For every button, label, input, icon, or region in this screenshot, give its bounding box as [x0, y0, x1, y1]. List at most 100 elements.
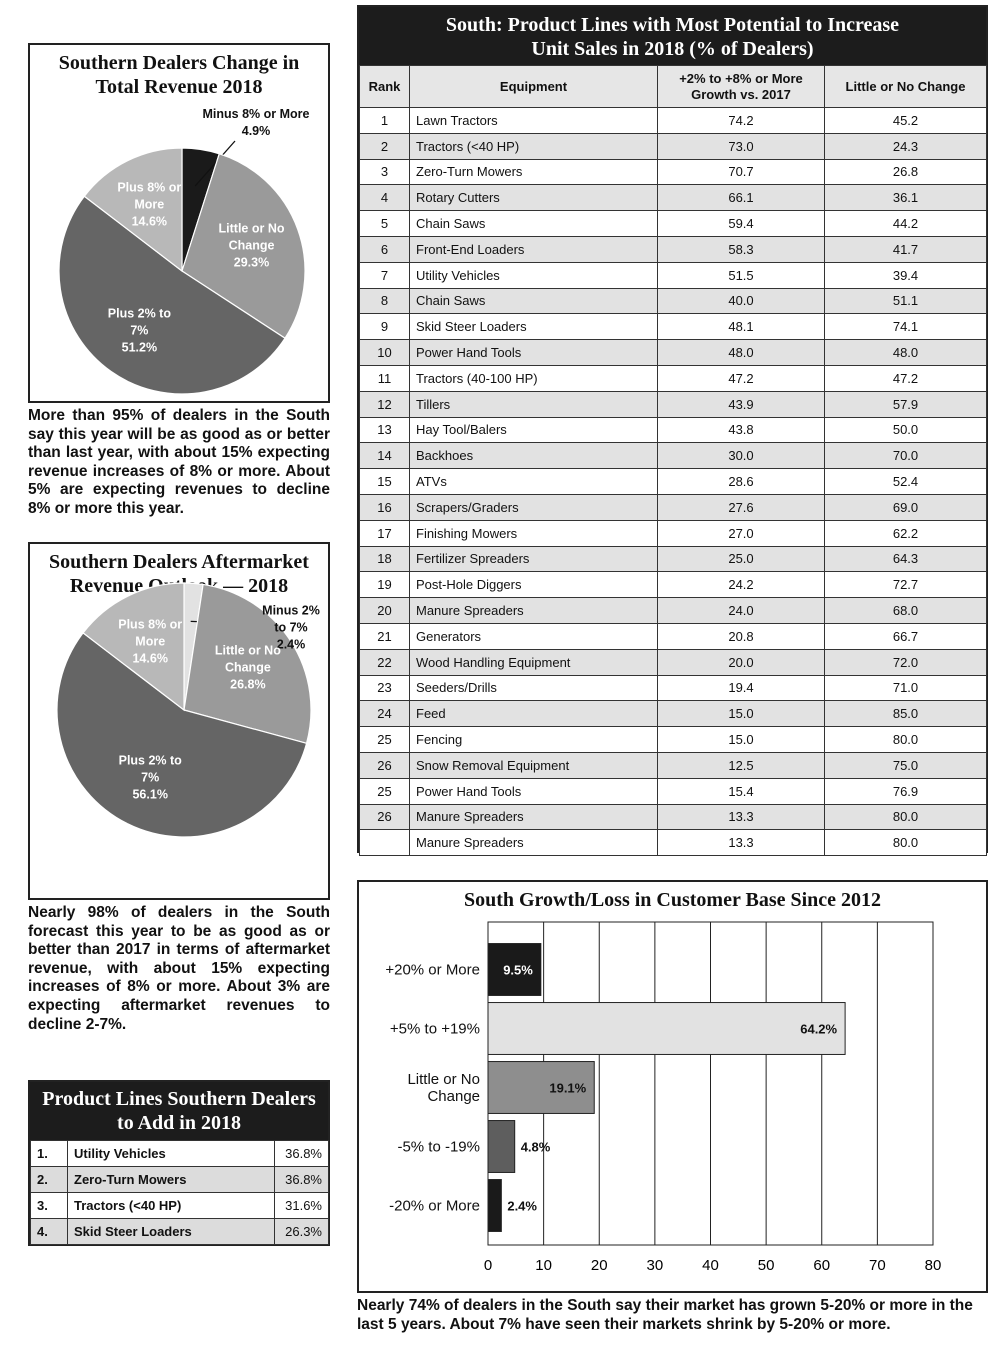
- table-cell: 24.2: [657, 571, 825, 599]
- column-header: +2% to +8% or More Growth vs. 2017: [657, 65, 825, 108]
- growth-text: 27.6: [728, 499, 754, 515]
- bar-chart: 0 10 20 30 40 50 60 70 80 9.5% 64.2% 19.1% 4.8% 2.4%: [484, 921, 941, 1274]
- growth-text: 13.3: [728, 835, 754, 851]
- table-row: 26 Snow Removal Equipment 12.5 75.0: [359, 751, 987, 779]
- no_change-text: 62.2: [892, 525, 919, 541]
- slice-label: Minus 8% or More 4.9%: [191, 106, 321, 140]
- table-cell: 1.: [30, 1140, 68, 1167]
- table-cell: 14: [359, 442, 410, 470]
- value-label: 19.1%: [549, 1081, 586, 1096]
- pie-panel: Southern Dealers Aftermarket Revenue Out…: [28, 542, 330, 900]
- x-tick-label: 60: [813, 1257, 830, 1274]
- equipment-text: Scrapers/Graders: [416, 499, 519, 515]
- slice-name: Little or No Change: [214, 643, 281, 675]
- table-cell: 31.6%: [274, 1192, 329, 1219]
- table-cell: 25.0: [657, 545, 825, 573]
- no_change-text: 36.1: [892, 190, 919, 206]
- table-cell: Wood Handling Equipment: [409, 648, 658, 676]
- slice-value: 56.1%: [132, 787, 168, 802]
- table-cell: Tractors (<40 HP): [409, 132, 658, 160]
- rank-text: 7: [380, 267, 389, 283]
- pie-slice: [56, 632, 308, 838]
- table-cell: 5: [359, 210, 410, 237]
- equipment-text: Wood Handling Equipment: [416, 654, 571, 670]
- rank-text: 22: [377, 654, 392, 670]
- rank-text: 24: [377, 706, 392, 722]
- no_change-text: 70.0: [892, 448, 919, 464]
- table-cell: 68.0: [824, 597, 987, 624]
- growth-text: 28.6: [728, 474, 754, 490]
- table-row: 15 ATVs 28.6 52.4: [359, 468, 987, 495]
- table-cell: 72.7: [824, 571, 987, 599]
- table-cell: 48.0: [657, 339, 825, 366]
- rank-text: 23: [377, 680, 392, 696]
- table-cell: Hay Tool/Balers: [409, 416, 658, 444]
- table-row: 25 Fencing 15.0 80.0: [359, 726, 987, 753]
- table-cell: 66.7: [824, 622, 987, 650]
- rank-text: 18: [377, 551, 392, 567]
- table-title: Product Lines Southern Dealers to Add in…: [30, 1082, 328, 1140]
- equipment-text: Chain Saws: [416, 293, 486, 309]
- rank-text: 10: [377, 345, 392, 361]
- table-cell: 47.2: [824, 364, 987, 392]
- rank-text: 16: [377, 499, 392, 515]
- table-cell: 52.4: [824, 468, 987, 495]
- no_change-text: 47.2: [892, 370, 919, 386]
- column-header: Equipment: [409, 65, 658, 108]
- table-cell: Power Hand Tools: [409, 777, 658, 805]
- growth-text: 70.7: [728, 164, 754, 180]
- table-row: 5 Chain Saws 59.4 44.2: [359, 210, 987, 237]
- growth-text: 59.4: [728, 216, 754, 232]
- table-cell: 85.0: [824, 700, 987, 728]
- table-cell: 24.3: [824, 132, 987, 160]
- table-cell: 17: [359, 519, 410, 547]
- bar: [487, 1061, 595, 1114]
- table-cell: 9: [359, 313, 410, 341]
- rank-text: 8: [380, 293, 389, 309]
- rank-text: 19: [377, 577, 392, 593]
- table-row: 24 Feed 15.0 85.0: [359, 700, 987, 728]
- table-cell: 75.0: [824, 751, 987, 779]
- equipment-text: Finishing Mowers: [416, 525, 518, 541]
- chart-title: South Growth/Loss in Customer Base Since…: [463, 889, 882, 911]
- table-cell: Skid Steer Loaders: [67, 1218, 275, 1245]
- rank-text: 13: [377, 422, 392, 438]
- equipment-text: Manure Spreaders: [416, 603, 524, 619]
- table-cell: 27.6: [657, 493, 825, 521]
- table-cell: 43.8: [657, 416, 825, 444]
- add-table: 1. Utility Vehicles 36.8% 2. Zero-Turn Mower…: [30, 1140, 329, 1245]
- table-cell: 26.8: [824, 158, 987, 186]
- equipment-text: Tillers: [416, 396, 451, 412]
- equipment-text: Hay Tool/Balers: [416, 422, 507, 438]
- rank-text: 20: [377, 603, 392, 619]
- equipment-text: Zero-Turn Mowers: [416, 164, 523, 180]
- rank-text: 5: [380, 216, 389, 232]
- table-row: 10 Power Hand Tools 48.0 48.0: [359, 339, 987, 366]
- table-cell: Snow Removal Equipment: [409, 751, 658, 779]
- rank-text: 11: [377, 370, 392, 386]
- equipment-text: Fertilizer Spreaders: [416, 551, 530, 567]
- no_change-text: 75.0: [892, 757, 919, 773]
- table-row: 21 Generators 20.8 66.7: [359, 622, 987, 650]
- no_change-text: 66.7: [892, 628, 919, 644]
- table-row: 13 Hay Tool/Balers 43.8 50.0: [359, 416, 987, 444]
- table-cell: Rotary Cutters: [409, 184, 658, 212]
- no_change-text: 85.0: [892, 706, 919, 722]
- table-cell: 19: [359, 571, 410, 599]
- table-cell: Generators: [409, 622, 658, 650]
- table-cell: 1: [359, 107, 410, 134]
- table-cell: 36.1: [824, 184, 987, 212]
- growth-text: 58.3: [728, 241, 754, 257]
- table-row: 1. Utility Vehicles 36.8%: [30, 1140, 329, 1167]
- add-table-panel: Product Lines Southern Dealers to Add in…: [28, 1080, 330, 1246]
- slice-value: 14.6%: [132, 651, 168, 666]
- table-row: 11 Tractors (40-100 HP) 47.2 47.2: [359, 364, 987, 392]
- bar: [487, 1002, 846, 1055]
- table-cell: 26: [359, 803, 410, 831]
- slice-label: Little or No Change 26.8%: [213, 643, 283, 694]
- equipment-text: Power Hand Tools: [416, 345, 522, 361]
- table-row: 19 Post-Hole Diggers 24.2 72.7: [359, 571, 987, 599]
- equipment-text: Tractors (40-100 HP): [416, 370, 538, 386]
- column-header: Rank: [359, 65, 410, 108]
- table-cell: 12.5: [657, 751, 825, 779]
